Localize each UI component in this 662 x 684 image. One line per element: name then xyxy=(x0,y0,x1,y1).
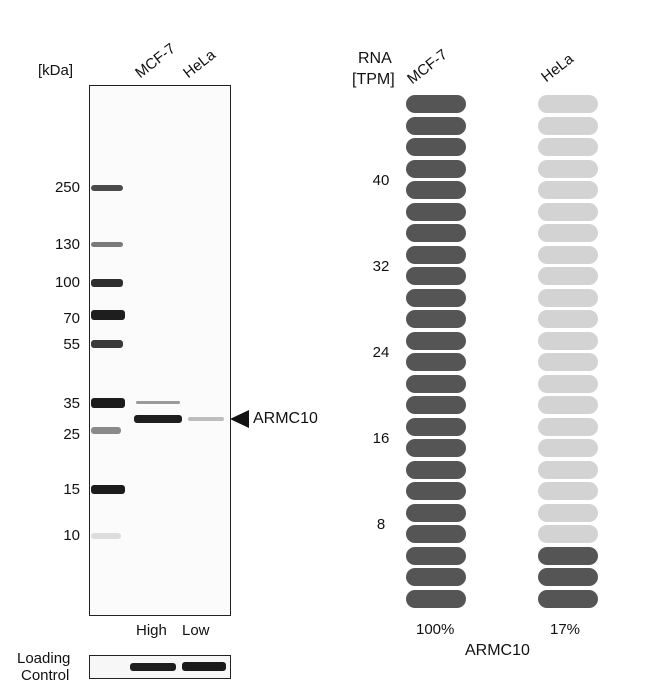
rna-pill xyxy=(406,288,466,307)
loading-control-label-line1: Loading xyxy=(17,650,71,667)
lane-label-mcf7: MCF-7 xyxy=(132,40,179,82)
loading-band-mcf7 xyxy=(130,663,176,671)
rna-pill xyxy=(406,482,466,500)
rna-pill xyxy=(406,181,466,199)
mw-marker-55: 55 xyxy=(63,336,80,353)
rna-pill xyxy=(538,374,598,393)
ladder-band-70 xyxy=(91,310,125,320)
loading-control-label-line2: Control xyxy=(21,667,70,684)
tpm-tick-16: 16 xyxy=(372,430,390,447)
hela-target-band xyxy=(188,417,224,421)
mw-marker-250: 250 xyxy=(54,179,80,196)
rna-pill xyxy=(406,202,466,221)
ladder-band-55 xyxy=(91,340,123,348)
rna-column-hela xyxy=(538,95,598,609)
ladder-band-15 xyxy=(91,485,125,494)
rna-pill xyxy=(406,460,466,479)
rna-pill xyxy=(406,503,466,522)
ladder-band-35 xyxy=(91,398,125,408)
rna-pill xyxy=(538,181,598,199)
rna-pill xyxy=(538,116,598,135)
rna-pill xyxy=(538,589,598,608)
rna-pill xyxy=(538,310,598,328)
rna-pill xyxy=(406,224,466,242)
mw-marker-35: 35 xyxy=(63,395,80,412)
rna-percent-mcf7: 100% xyxy=(416,621,455,638)
mcf7-target-band xyxy=(134,415,182,423)
rna-pill xyxy=(406,267,466,285)
rna-pill xyxy=(406,374,466,393)
mw-marker-15: 15 xyxy=(63,481,80,498)
rna-pill xyxy=(538,159,598,178)
rna-pill xyxy=(538,568,598,586)
rna-gene-label: ARMC10 xyxy=(465,642,530,659)
ladder-band-250 xyxy=(91,185,123,191)
rna-pill xyxy=(538,396,598,414)
mw-marker-10: 10 xyxy=(63,527,80,544)
rna-header-line2: [TPM] xyxy=(352,71,395,88)
mw-marker-70: 70 xyxy=(63,310,80,327)
loading-control-blot xyxy=(89,655,231,679)
western-blot-membrane xyxy=(89,85,231,616)
mcf7-faint-band xyxy=(136,401,180,404)
target-protein-label: ARMC10 xyxy=(253,410,318,427)
ladder-band-130 xyxy=(91,242,123,247)
rna-pill xyxy=(406,245,466,264)
rna-pill xyxy=(406,396,466,414)
tpm-tick-32: 32 xyxy=(372,258,390,275)
rna-percent-hela: 17% xyxy=(550,621,581,638)
rna-pill xyxy=(538,460,598,479)
rna-column-label-mcf7: MCF-7 xyxy=(404,46,451,88)
rna-pill xyxy=(538,224,598,242)
rna-pill xyxy=(538,267,598,285)
rna-column-mcf7 xyxy=(406,95,466,609)
lane-label-hela: HeLa xyxy=(180,46,219,82)
ladder-band-25 xyxy=(91,427,121,434)
rna-pill xyxy=(406,546,466,565)
ladder-band-100 xyxy=(91,279,123,287)
rna-pill xyxy=(538,439,598,457)
mw-marker-130: 130 xyxy=(54,236,80,253)
rna-pill xyxy=(406,589,466,608)
rna-pill xyxy=(538,138,598,156)
rna-pill xyxy=(538,95,598,113)
rna-pill xyxy=(538,245,598,264)
rna-pill xyxy=(406,138,466,156)
rna-pill xyxy=(538,417,598,436)
mw-marker-25: 25 xyxy=(63,426,80,443)
rna-pill xyxy=(406,95,466,113)
tpm-tick-40: 40 xyxy=(372,172,390,189)
ladder-band-10 xyxy=(91,533,121,539)
rna-pill xyxy=(406,439,466,457)
rna-pill xyxy=(538,525,598,543)
rna-column-label-hela: HeLa xyxy=(538,50,577,86)
rna-pill xyxy=(406,525,466,543)
loading-band-hela xyxy=(182,662,226,671)
rna-pill xyxy=(406,353,466,371)
rna-pill xyxy=(406,417,466,436)
expression-low-label: Low xyxy=(182,622,210,639)
kda-unit-label: [kDa] xyxy=(38,62,74,79)
rna-header-line1: RNA xyxy=(358,50,392,67)
tpm-tick-8: 8 xyxy=(376,516,386,533)
expression-high-label: High xyxy=(136,622,167,639)
rna-pill xyxy=(538,503,598,522)
rna-pill xyxy=(538,331,598,350)
rna-pill xyxy=(406,310,466,328)
rna-pill xyxy=(538,288,598,307)
rna-pill xyxy=(406,568,466,586)
tpm-tick-24: 24 xyxy=(372,344,390,361)
mw-marker-100: 100 xyxy=(54,274,80,291)
rna-pill xyxy=(538,546,598,565)
rna-pill xyxy=(406,159,466,178)
rna-pill xyxy=(538,353,598,371)
target-arrow-icon xyxy=(230,410,249,428)
rna-pill xyxy=(538,202,598,221)
rna-pill xyxy=(538,482,598,500)
rna-pill xyxy=(406,331,466,350)
rna-pill xyxy=(406,116,466,135)
